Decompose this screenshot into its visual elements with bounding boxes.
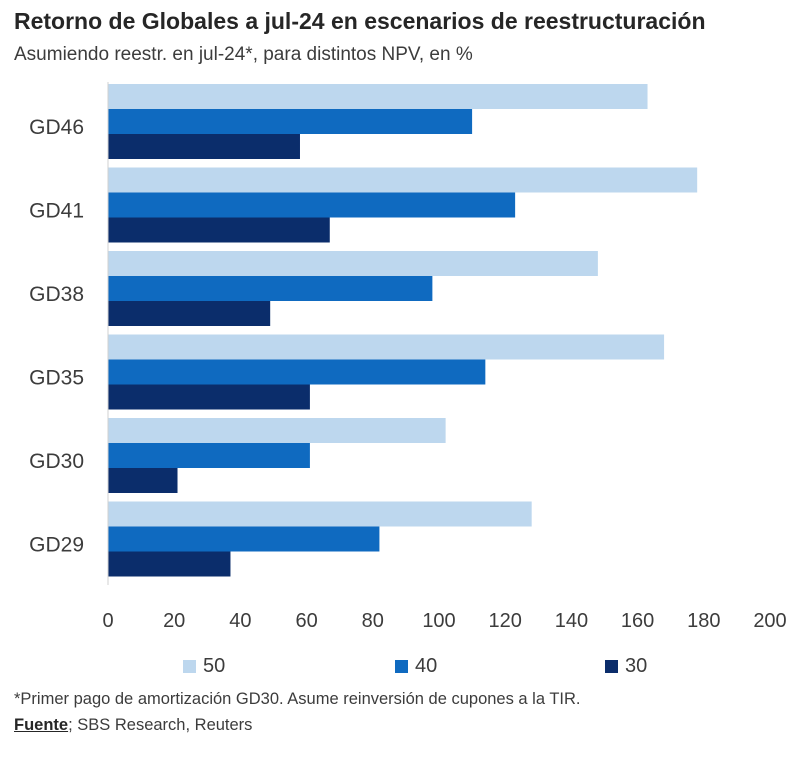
x-tick-label: 0 (102, 610, 113, 632)
legend-label-30: 30 (625, 655, 648, 677)
legend-item-40: 40 (395, 655, 437, 678)
legend-label-40: 40 (415, 655, 438, 677)
source-line: Fuente; SBS Research, Reuters (14, 716, 252, 735)
legend-swatch-30 (605, 660, 618, 673)
x-tick-label: 100 (422, 610, 455, 632)
source-label: Fuente (14, 716, 69, 734)
bar-gd38-series-40 (108, 276, 433, 301)
bar-gd41-series-40 (108, 192, 516, 218)
chart-title: Retorno de Globales a jul-24 en escenari… (14, 8, 706, 34)
bar-gd35-series-30 (108, 384, 310, 410)
bar-chart: GD46 GD41 GD38 GD35 GD30 GD29 0 20 40 60 80 100 120 1… (29, 82, 787, 632)
chart-subtitle: Asumiendo reestr. en jul-24*, para disti… (14, 44, 473, 65)
category-label-gd46: GD46 (29, 116, 84, 139)
legend-label-50: 50 (203, 655, 226, 677)
category-label-gd29: GD29 (29, 533, 84, 556)
legend-item-50: 50 (183, 655, 225, 678)
bar-gd35-series-50 (108, 334, 665, 360)
bar-gd30-series-30 (108, 468, 178, 493)
bar-gd38-series-30 (108, 301, 271, 326)
source-text: ; SBS Research, Reuters (68, 716, 253, 734)
x-tick-label: 60 (295, 610, 317, 632)
bar-gd41-series-50 (108, 167, 698, 193)
chart-legend: 50 40 30 (0, 655, 800, 683)
bar-gd41-series-30 (108, 217, 330, 243)
bar-gd29-series-40 (108, 526, 380, 552)
bar-gd30-series-40 (108, 443, 310, 468)
legend-swatch-50 (183, 660, 196, 673)
bar-gd29-series-50 (108, 501, 532, 527)
category-label-gd35: GD35 (29, 366, 84, 389)
x-tick-label: 160 (621, 610, 654, 632)
category-label-gd41: GD41 (29, 199, 84, 222)
bar-gd46-series-40 (108, 109, 473, 134)
legend-item-30: 30 (605, 655, 647, 678)
category-label-gd38: GD38 (29, 283, 84, 306)
x-tick-label: 20 (163, 610, 185, 632)
bar-gd30-series-50 (108, 418, 446, 443)
bar-gd38-series-50 (108, 251, 598, 276)
legend-swatch-40 (395, 660, 408, 673)
x-tick-label: 140 (555, 610, 588, 632)
x-tick-label: 180 (687, 610, 720, 632)
x-tick-label: 200 (753, 610, 786, 632)
x-tick-label: 120 (489, 610, 522, 632)
bar-gd46-series-50 (108, 84, 648, 109)
footnote: *Primer pago de amortización GD30. Asume… (14, 690, 581, 708)
bar-gd29-series-30 (108, 551, 231, 577)
bar-gd46-series-30 (108, 134, 300, 159)
bar-gd35-series-40 (108, 359, 486, 385)
category-label-gd30: GD30 (29, 450, 84, 473)
x-tick-label: 40 (229, 610, 251, 632)
x-tick-label: 80 (362, 610, 384, 632)
